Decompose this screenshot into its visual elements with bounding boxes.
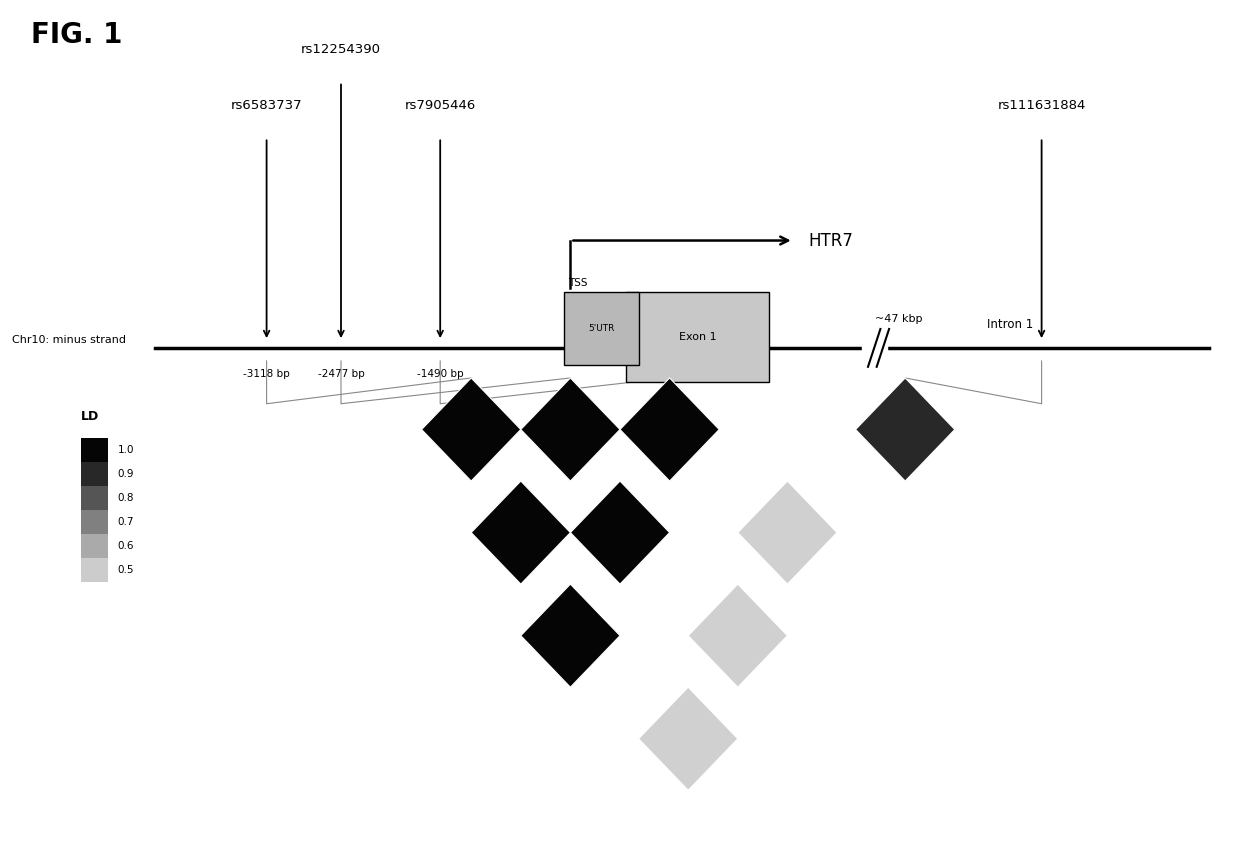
Text: Exon 1: Exon 1 (678, 332, 717, 342)
Polygon shape (570, 481, 670, 584)
Text: FIG. 1: FIG. 1 (31, 21, 123, 50)
Polygon shape (521, 378, 620, 481)
Bar (81, 534, 108, 558)
Bar (81, 462, 108, 486)
Text: rs12254390: rs12254390 (301, 43, 381, 56)
Text: Intron 1: Intron 1 (987, 318, 1034, 331)
Polygon shape (620, 378, 719, 481)
Text: TSS: TSS (568, 277, 588, 288)
Bar (81, 558, 108, 582)
Text: 0.6: 0.6 (118, 541, 134, 551)
Text: -3118 bp: -3118 bp (243, 369, 290, 380)
Text: rs111631884: rs111631884 (997, 99, 1086, 112)
Text: 0.5: 0.5 (118, 565, 134, 576)
Bar (81, 510, 108, 534)
Bar (81, 438, 108, 462)
Text: Chr10: minus strand: Chr10: minus strand (12, 335, 126, 345)
Polygon shape (688, 584, 787, 687)
Text: -1490 bp: -1490 bp (417, 369, 464, 380)
Text: 0.8: 0.8 (118, 493, 134, 503)
Text: LD: LD (81, 410, 99, 423)
Text: -2477 bp: -2477 bp (317, 369, 365, 380)
Bar (81, 486, 108, 510)
Text: 5'UTR: 5'UTR (588, 324, 615, 333)
Text: HTR7: HTR7 (808, 232, 853, 249)
Text: rs7905446: rs7905446 (404, 99, 476, 112)
Polygon shape (471, 481, 570, 584)
Polygon shape (639, 687, 738, 790)
Bar (626, 292, 769, 382)
Text: 1.0: 1.0 (118, 445, 134, 455)
Polygon shape (521, 584, 620, 687)
Polygon shape (422, 378, 521, 481)
Polygon shape (738, 481, 837, 584)
Text: ~47 kbp: ~47 kbp (875, 314, 923, 324)
Text: 0.7: 0.7 (118, 517, 134, 527)
Text: 0.9: 0.9 (118, 469, 134, 479)
Bar (564, 292, 639, 365)
Polygon shape (856, 378, 955, 481)
Text: rs6583737: rs6583737 (231, 99, 303, 112)
